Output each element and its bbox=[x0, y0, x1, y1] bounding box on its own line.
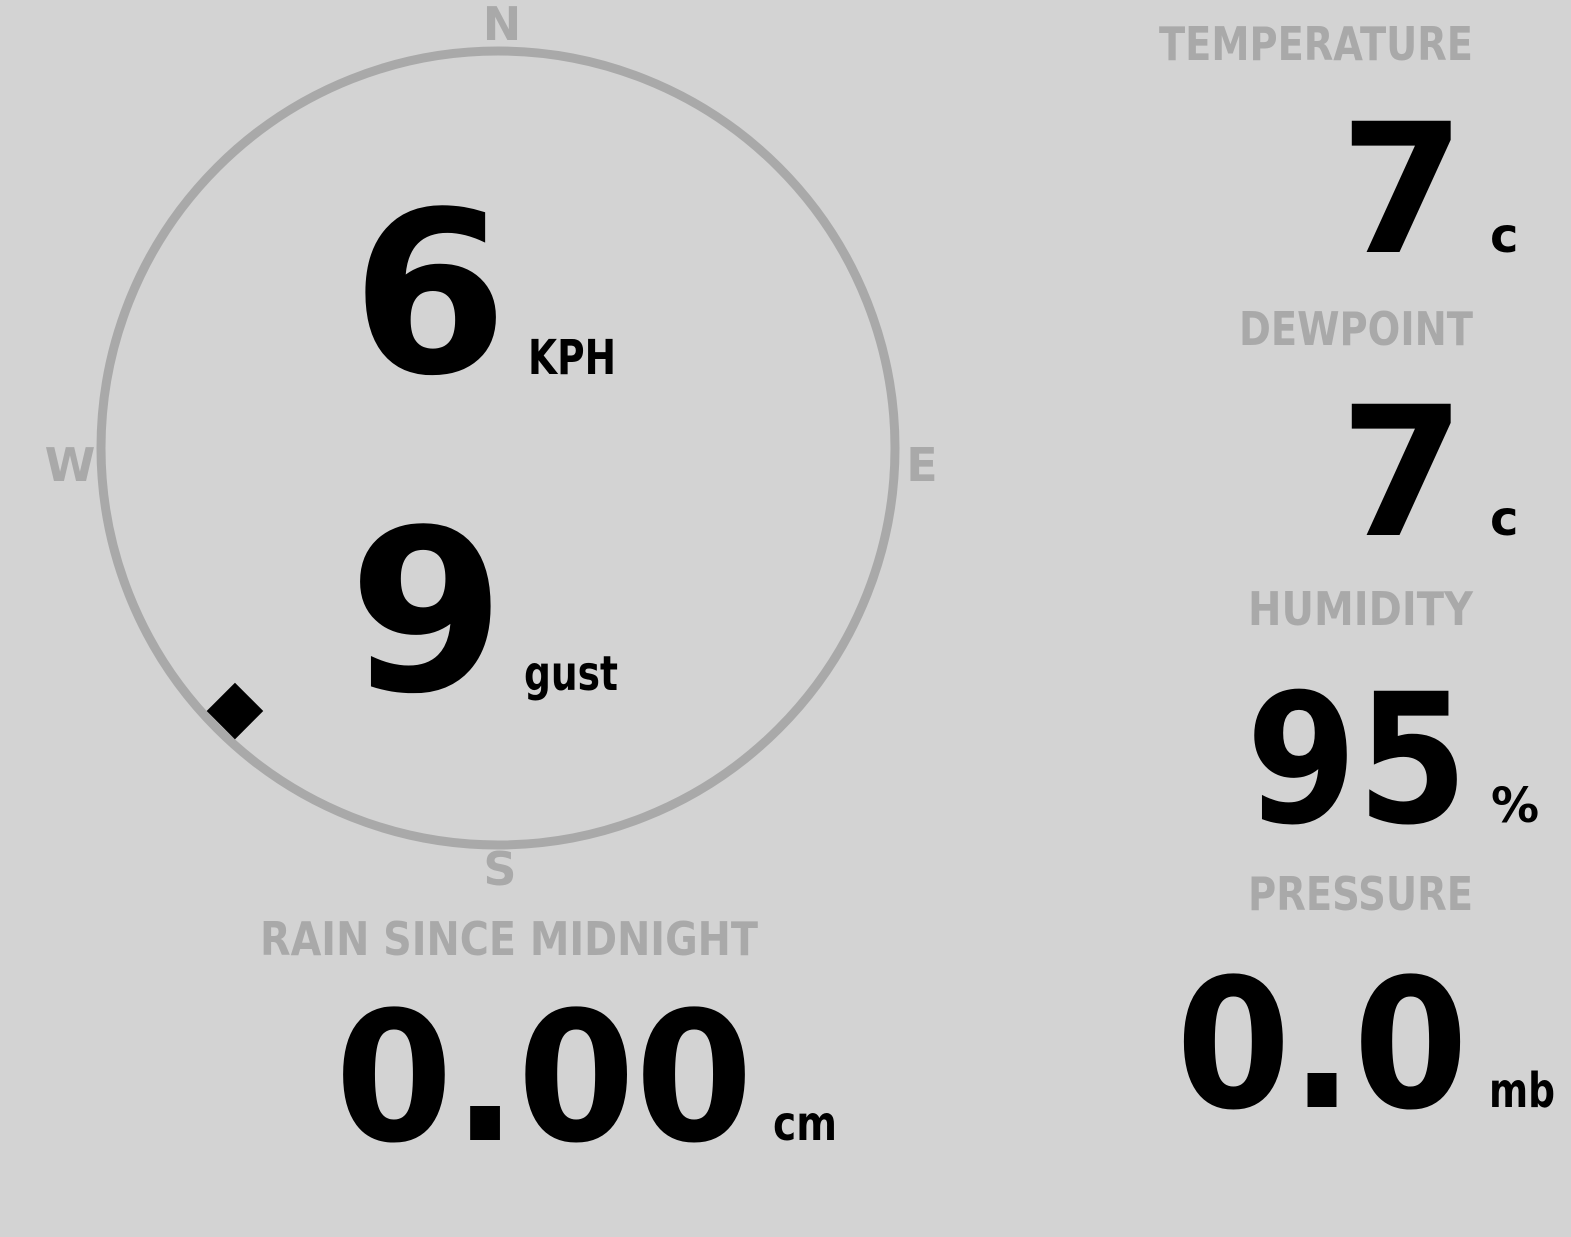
rain-unit: cm bbox=[773, 1096, 837, 1152]
compass-south: S bbox=[483, 842, 516, 896]
pressure-unit: mb bbox=[1489, 1063, 1555, 1119]
dewpoint-label: DEWPOINT bbox=[1239, 302, 1474, 356]
wind-gust-value: 9 bbox=[348, 482, 505, 744]
dewpoint-value: 7 bbox=[1340, 369, 1465, 578]
wind-speed-unit: KPH bbox=[528, 330, 616, 386]
compass-dial bbox=[96, 46, 900, 850]
pressure-panel: PRESSURE 0.0 mb bbox=[1176, 867, 1555, 1150]
rain-label: RAIN SINCE MIDNIGHT bbox=[260, 912, 759, 966]
dewpoint-unit: c bbox=[1490, 491, 1518, 547]
temperature-value: 7 bbox=[1340, 86, 1465, 295]
humidity-value: 95 bbox=[1246, 656, 1468, 865]
rain-value: 0.00 bbox=[335, 974, 753, 1183]
temperature-label: TEMPERATURE bbox=[1159, 17, 1473, 71]
compass-west: W bbox=[45, 438, 96, 492]
temperature-panel: TEMPERATURE 7 c bbox=[1159, 17, 1518, 295]
humidity-unit: % bbox=[1491, 778, 1539, 834]
dewpoint-panel: DEWPOINT 7 c bbox=[1239, 302, 1518, 578]
compass-east: E bbox=[906, 438, 937, 492]
wind-gust-unit: gust bbox=[524, 646, 618, 702]
rain-panel: RAIN SINCE MIDNIGHT 0.00 cm bbox=[260, 912, 837, 1183]
temperature-unit: c bbox=[1490, 208, 1518, 264]
pressure-label: PRESSURE bbox=[1248, 867, 1473, 921]
humidity-label: HUMIDITY bbox=[1248, 582, 1474, 636]
compass-north: N bbox=[483, 0, 522, 51]
humidity-panel: HUMIDITY 95 % bbox=[1246, 582, 1539, 865]
pressure-value: 0.0 bbox=[1176, 941, 1468, 1150]
wind-speed-value: 6 bbox=[351, 164, 508, 426]
